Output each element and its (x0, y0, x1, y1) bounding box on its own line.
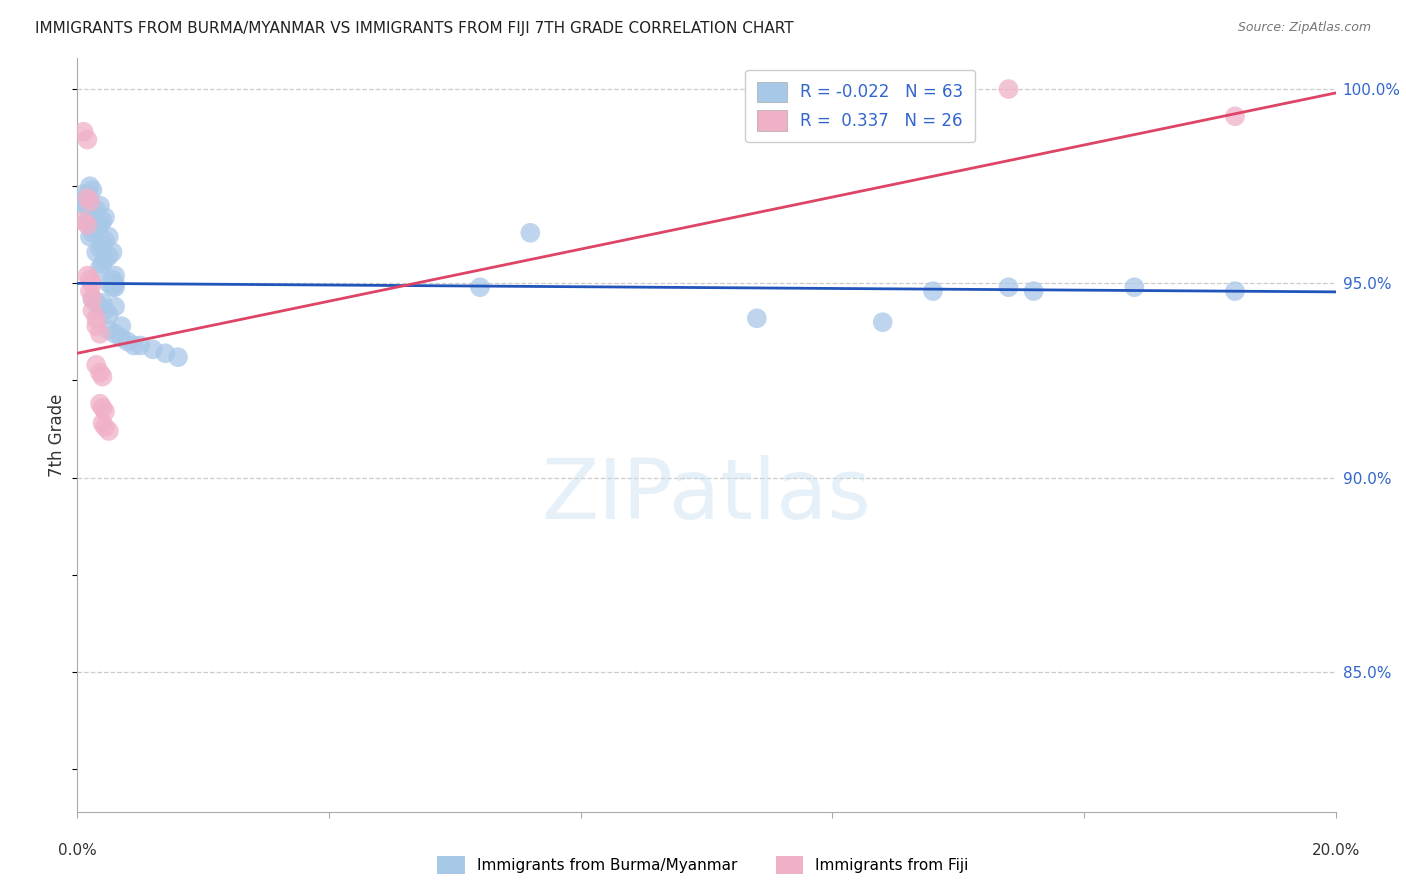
Point (84, 358, 107, 372)
Text: Source: ZipAtlas.com: Source: ZipAtlas.com (1237, 21, 1371, 34)
Point (167, 350, 190, 364)
Point (89, 300, 111, 314)
Point (72, 214, 94, 228)
Point (79, 211, 101, 225)
Point (94, 234, 117, 248)
Point (76, 199, 98, 213)
Point (76, 218, 98, 232)
Point (104, 277, 127, 291)
Point (1022, 284, 1045, 298)
Point (97, 277, 120, 291)
Point (84, 295, 107, 310)
Point (79, 272, 101, 286)
Point (97, 323, 120, 337)
Point (84, 245, 107, 260)
Point (94, 420, 117, 434)
Point (91, 257, 114, 271)
Point (79, 229, 101, 244)
Point (89, 241, 111, 255)
Point (122, 338, 145, 352)
Point (129, 338, 152, 352)
Point (872, 315, 894, 329)
Point (84, 311, 107, 326)
Point (76, 214, 98, 228)
Point (101, 245, 124, 260)
Point (101, 272, 124, 286)
Point (745, 311, 768, 326)
Point (1123, 280, 1146, 294)
Point (82, 292, 104, 306)
Point (97, 229, 120, 244)
Point (101, 280, 124, 294)
Point (1223, 109, 1246, 123)
Point (142, 343, 165, 357)
Text: 20.0%: 20.0% (1312, 843, 1360, 858)
Point (89, 218, 111, 232)
Point (72, 186, 94, 201)
Point (77, 186, 100, 201)
Legend: Immigrants from Burma/Myanmar, Immigrants from Fiji: Immigrants from Burma/Myanmar, Immigrant… (432, 850, 974, 880)
Point (104, 326, 127, 341)
Point (110, 331, 132, 345)
Point (72, 194, 94, 209)
Point (82, 303, 104, 318)
Point (94, 303, 117, 318)
Point (76, 132, 98, 146)
Point (72, 125, 94, 139)
Point (76, 191, 98, 205)
Point (79, 179, 101, 194)
Point (91, 214, 114, 228)
Point (82, 277, 104, 291)
Point (73, 199, 96, 213)
Legend: R = -0.022   N = 63, R =  0.337   N = 26: R = -0.022 N = 63, R = 0.337 N = 26 (745, 70, 974, 143)
Point (519, 226, 541, 240)
Point (997, 82, 1019, 96)
Point (104, 280, 127, 294)
Point (97, 424, 120, 438)
Text: IMMIGRANTS FROM BURMA/MYANMAR VS IMMIGRANTS FROM FIJI 7TH GRADE CORRELATION CHAR: IMMIGRANTS FROM BURMA/MYANMAR VS IMMIGRA… (35, 21, 794, 36)
Point (82, 226, 104, 240)
Point (104, 300, 127, 314)
Point (89, 326, 111, 341)
Point (76, 191, 98, 205)
Point (82, 292, 104, 306)
Point (997, 280, 1019, 294)
Point (1223, 284, 1246, 298)
Point (94, 404, 117, 418)
Point (922, 284, 945, 298)
Text: ZIPatlas: ZIPatlas (541, 455, 872, 536)
Point (89, 199, 111, 213)
Point (79, 194, 101, 209)
Point (97, 307, 120, 321)
Y-axis label: 7th Grade: 7th Grade (48, 393, 66, 476)
Point (89, 366, 111, 380)
Point (91, 416, 114, 430)
Point (468, 280, 491, 294)
Point (91, 369, 114, 384)
Point (82, 183, 104, 197)
Point (79, 284, 101, 298)
Point (91, 295, 114, 310)
Point (89, 260, 111, 275)
Point (91, 401, 114, 415)
Point (84, 319, 107, 334)
Point (94, 211, 117, 225)
Point (110, 319, 132, 334)
Point (82, 206, 104, 220)
Point (117, 334, 139, 349)
Point (79, 194, 101, 209)
Point (97, 249, 120, 263)
Point (84, 222, 107, 236)
Point (155, 346, 177, 360)
Point (75, 191, 97, 205)
Point (104, 268, 127, 283)
Point (84, 202, 107, 217)
Point (89, 397, 111, 411)
Point (76, 268, 98, 283)
Point (91, 237, 114, 252)
Point (94, 252, 117, 267)
Text: 0.0%: 0.0% (58, 843, 97, 858)
